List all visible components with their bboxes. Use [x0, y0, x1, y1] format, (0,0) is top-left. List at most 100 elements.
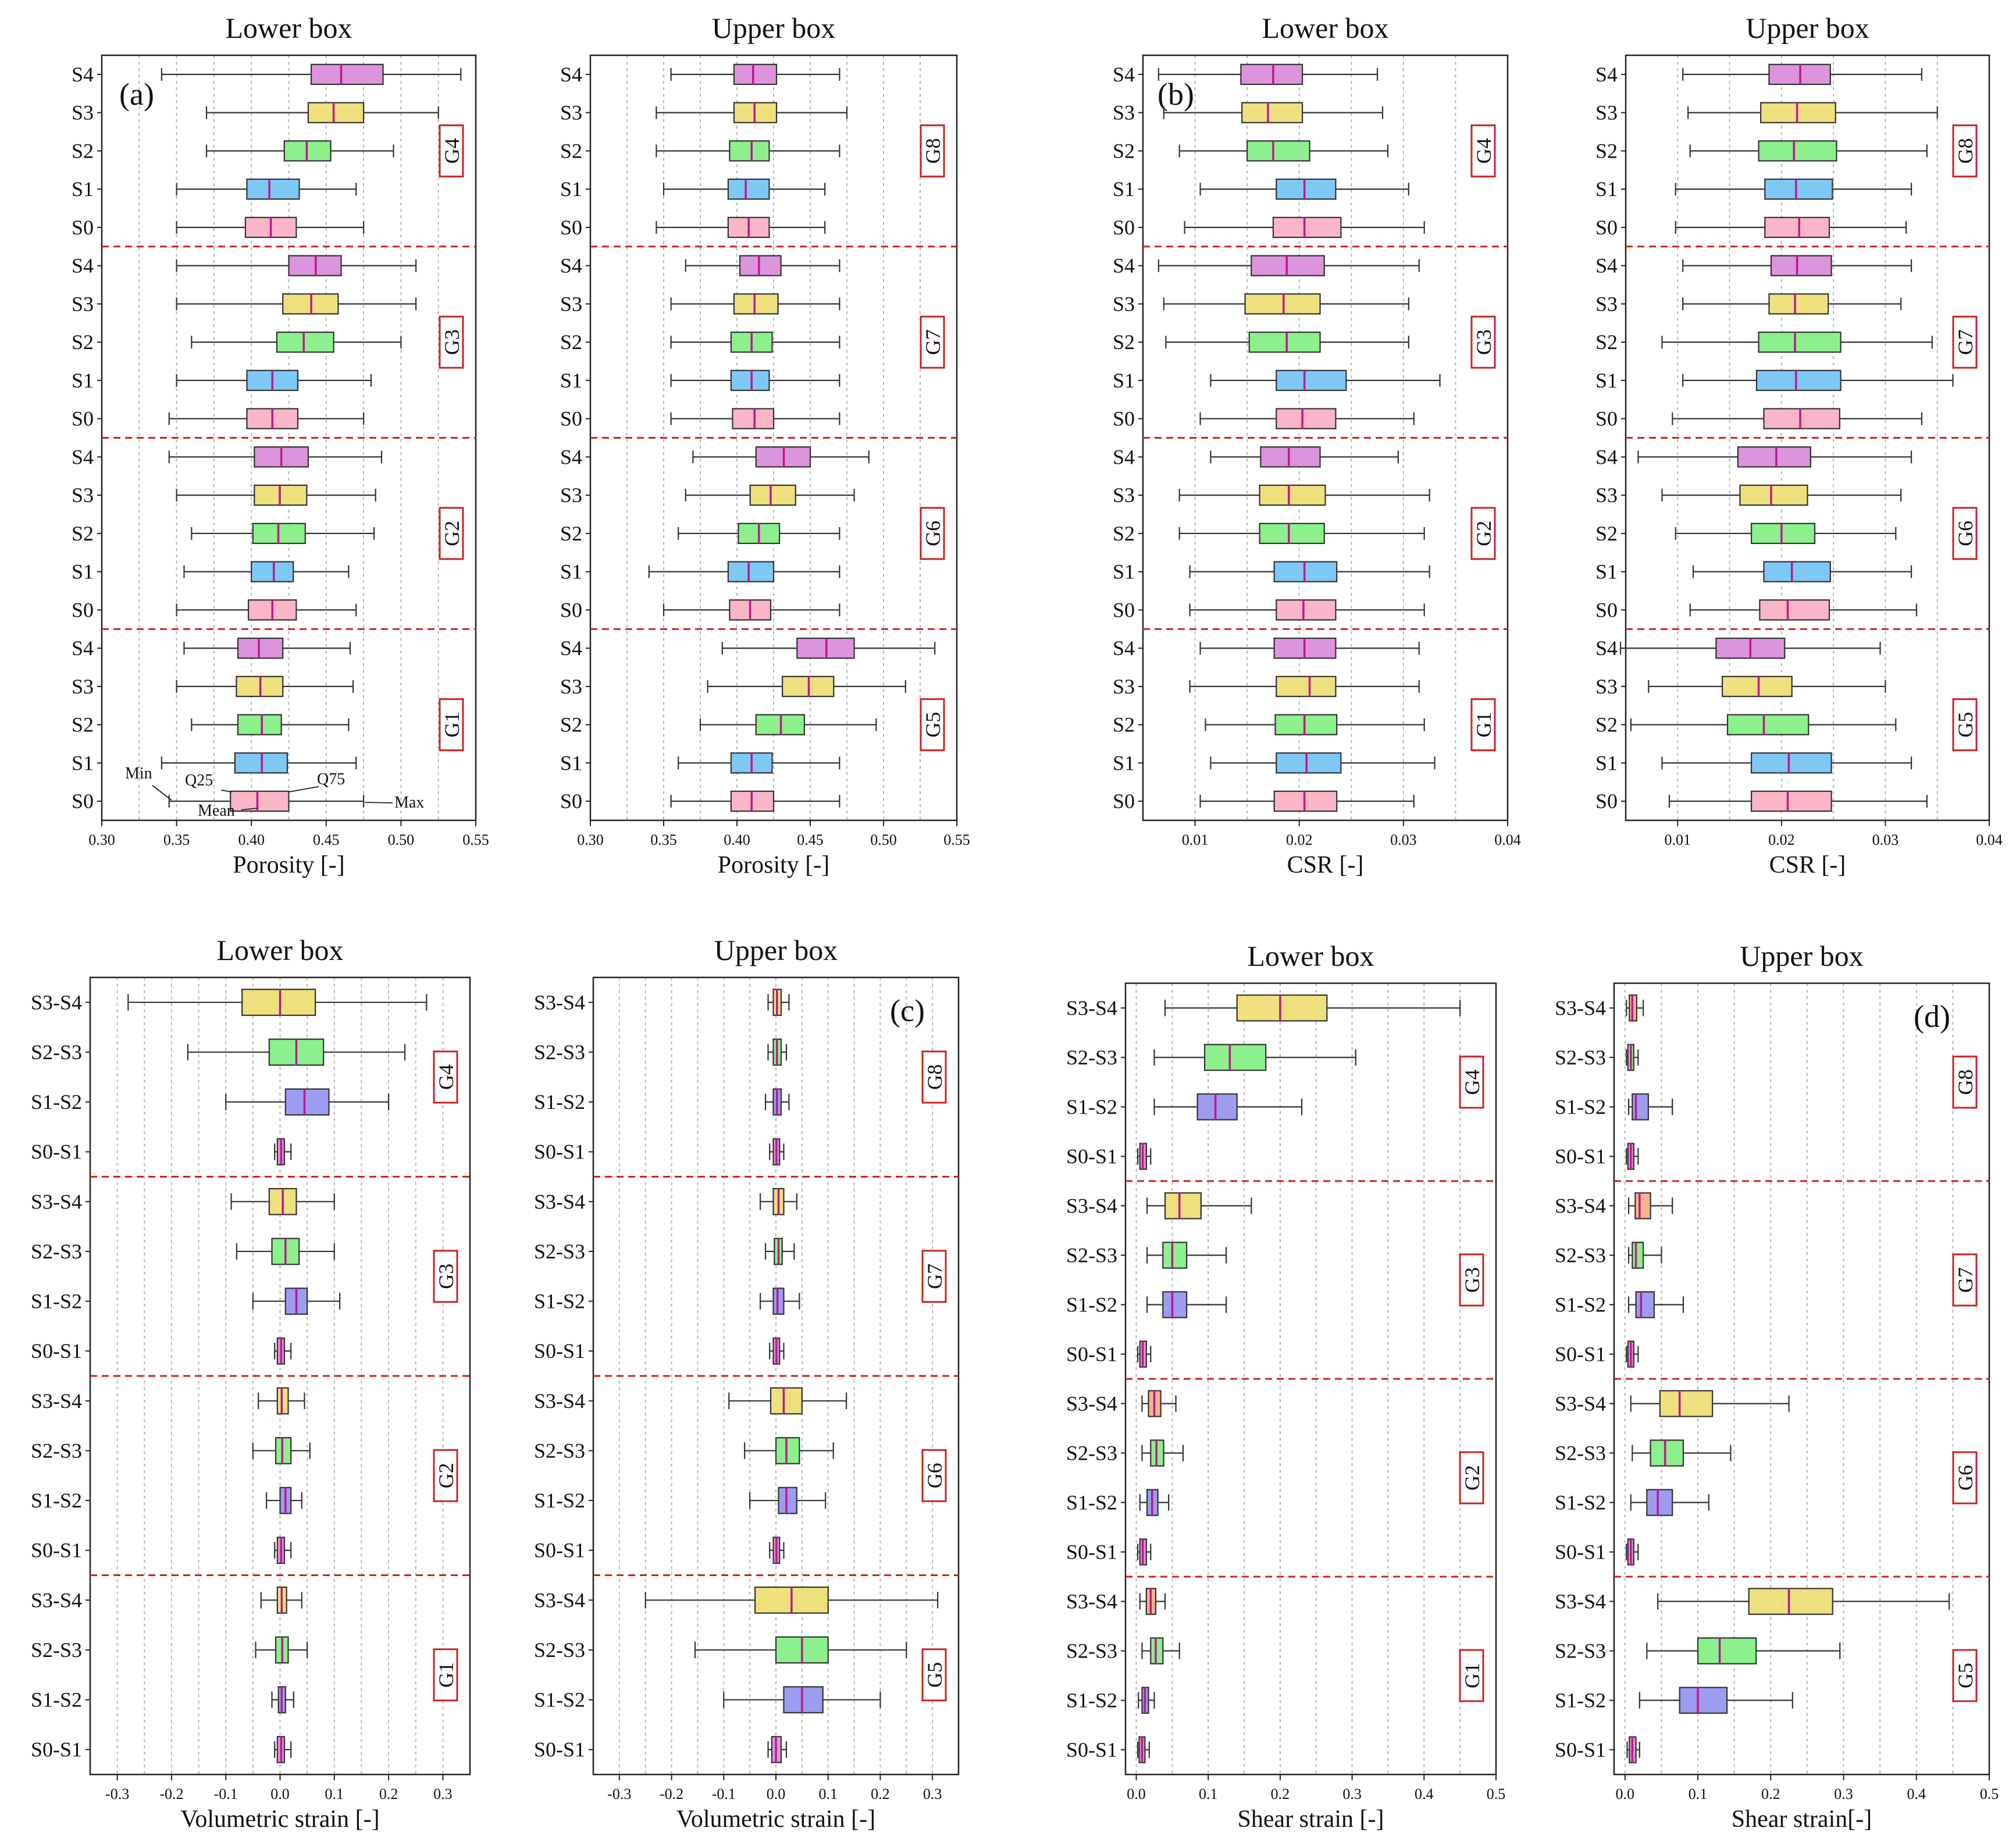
box-row: S2 — [1113, 330, 1409, 354]
box-iqr — [1764, 216, 1830, 239]
y-tick-label: S0 — [1595, 598, 1618, 621]
y-tick-label: S3 — [1595, 292, 1618, 315]
box-iqr — [1203, 1044, 1267, 1071]
box-row: S4 — [72, 636, 351, 660]
y-tick-label: S2 — [560, 139, 582, 162]
box-row: S1-S2 — [1555, 1093, 1673, 1121]
x-tick-label: 0.0 — [1127, 1786, 1146, 1802]
y-tick-label: S3 — [72, 675, 94, 698]
annotation-min: Min — [125, 764, 152, 783]
y-tick-label: S2 — [1595, 522, 1618, 545]
group-tag-box — [921, 1050, 947, 1104]
box-row: S2-S3 — [1066, 1242, 1227, 1269]
y-tick-label: S2 — [1113, 522, 1135, 545]
box-iqr — [1679, 1687, 1728, 1714]
box-row: S0-S1 — [1555, 1143, 1639, 1170]
y-tick-label: S0 — [1113, 598, 1135, 621]
y-tick-label: S0-S1 — [1066, 1145, 1117, 1168]
panel-title: Upper box — [1746, 12, 1869, 44]
x-tick-label: 0.2 — [1271, 1786, 1290, 1802]
group-tag-box — [439, 507, 464, 560]
y-tick-label: S0-S1 — [31, 1339, 82, 1363]
group-tag-box — [920, 124, 945, 177]
box-iqr — [276, 331, 334, 353]
box-iqr — [1196, 1093, 1238, 1121]
y-tick-label: S2 — [1113, 330, 1135, 354]
x-axis-label: Shear strain[-] — [1732, 1806, 1872, 1833]
x-tick-label: -0.3 — [105, 1786, 129, 1802]
box-row: S4 — [72, 63, 462, 86]
box-row: S0 — [560, 790, 840, 813]
box-iqr — [230, 790, 290, 812]
box-iqr — [276, 1387, 289, 1415]
x-tick-label: 0.4 — [1907, 1786, 1926, 1802]
box-iqr — [1726, 714, 1810, 735]
box-iqr — [1758, 331, 1842, 353]
y-tick-label: S2 — [72, 330, 94, 354]
box-iqr — [1770, 255, 1832, 276]
group-tag-label: G2 — [440, 521, 464, 546]
panel-c-upper: Upper box (c) -0.3 -0.2 -0.1 0.0 0.1 0.2 0.3 Volu… — [534, 934, 960, 1833]
annotation-max: Max — [394, 794, 424, 812]
group-tag-box — [439, 315, 464, 369]
box-row: S4 — [1595, 63, 1923, 86]
y-tick-label: S1-S2 — [1555, 1096, 1606, 1119]
y-tick-label: S1 — [72, 177, 94, 201]
box-iqr — [307, 102, 365, 123]
group-tag-box — [920, 315, 945, 369]
box-row: S3 — [1595, 675, 1886, 698]
box-row: S0 — [1595, 790, 1928, 813]
box-row: S1 — [1113, 751, 1436, 774]
box-row: S2 — [1113, 522, 1425, 545]
box-row: S3-S4 — [31, 1586, 302, 1614]
y-tick-label: S3-S4 — [31, 1190, 82, 1213]
box-row: S2-S3 — [1555, 1044, 1639, 1071]
box-row: S2 — [560, 139, 840, 162]
group-tag-box — [1952, 698, 1978, 752]
box-iqr — [1276, 369, 1347, 392]
y-tick-label: S0 — [1595, 790, 1618, 813]
y-tick-label: S2-S3 — [1066, 1244, 1117, 1267]
panel-a-upper: Upper box 0.30 0.35 0.40 0.45 0.50 0.55 Porosit… — [560, 12, 970, 879]
box-row: S4 — [1113, 636, 1420, 660]
group-tag-label: G4 — [440, 138, 464, 163]
x-tick-label: 0.03 — [1390, 831, 1417, 848]
y-tick-label: S0-S1 — [1066, 1738, 1117, 1762]
x-tick-label: 0.55 — [462, 831, 489, 848]
box-iqr — [1260, 446, 1321, 468]
y-tick-label: S1-S2 — [1555, 1491, 1606, 1514]
box-row: S3 — [1113, 675, 1420, 698]
group-tag-label: G8 — [923, 1064, 946, 1090]
box-row: S0-S1 — [31, 1736, 292, 1763]
box-row: S4 — [1595, 254, 1912, 278]
box-iqr — [1276, 752, 1342, 774]
y-tick-label: S0 — [1595, 407, 1618, 431]
box-iqr — [1650, 1439, 1684, 1467]
y-tick-label: S1-S2 — [31, 1090, 82, 1114]
x-tick-label: -0.2 — [660, 1786, 683, 1802]
y-tick-label: S2-S3 — [534, 1040, 585, 1064]
box-iqr — [1768, 293, 1829, 315]
box-annotation: Min Q25 Mean Q75 Max — [125, 764, 424, 820]
group-tag-box — [1459, 1055, 1484, 1109]
y-tick-label: S2 — [560, 522, 582, 545]
box-row: S0 — [1595, 407, 1923, 431]
y-tick-label: S4 — [1595, 63, 1618, 86]
y-tick-label: S0 — [72, 598, 94, 621]
box-row: S0 — [1113, 790, 1415, 813]
x-tick-label: 0.1 — [325, 1786, 344, 1802]
y-tick-label: S2-S3 — [31, 1439, 82, 1462]
box-iqr — [275, 1437, 292, 1464]
panel-title: Upper box — [714, 934, 838, 966]
y-tick-label: S1 — [560, 369, 582, 392]
axes-frame — [1142, 54, 1509, 822]
box-iqr — [1632, 1093, 1649, 1121]
y-tick-label: S1-S2 — [534, 1688, 585, 1712]
box-iqr — [775, 1437, 800, 1464]
group-tag-label: G1 — [1461, 1663, 1484, 1688]
group-tag-box — [1459, 1649, 1484, 1702]
x-tick-label: 0.55 — [943, 831, 970, 848]
box-row: S3 — [1113, 292, 1409, 315]
box-row: S4 — [560, 254, 840, 278]
box-iqr — [1276, 675, 1337, 698]
